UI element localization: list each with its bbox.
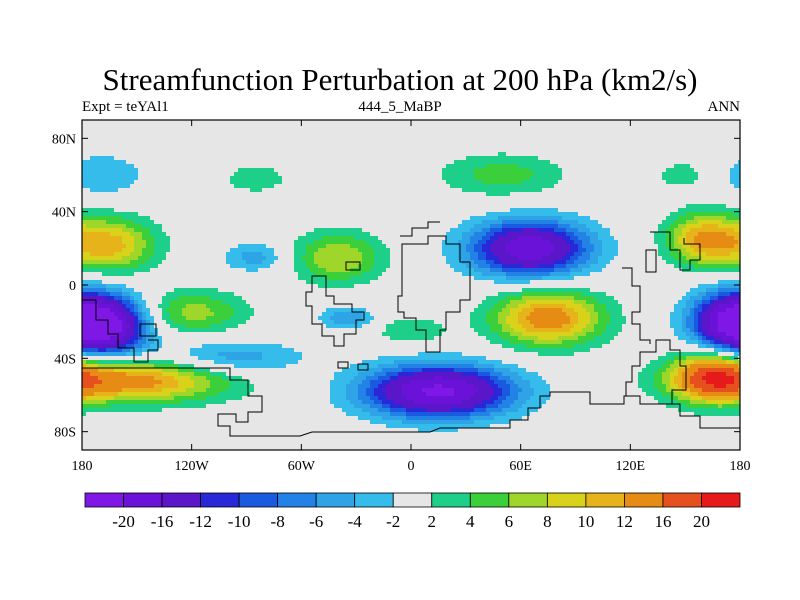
colorbar-swatch xyxy=(508,492,548,508)
case-label: 444_5_MaBP xyxy=(358,99,442,115)
colorbar-label: -6 xyxy=(309,512,323,531)
colorbar-swatch xyxy=(161,492,201,508)
colorbar-label: -10 xyxy=(228,512,251,531)
colorbar-label: 12 xyxy=(616,512,633,531)
colorbar: -20 -16 -12 -10 -8 -6 -4 -2 2 4 6 8 10 12 16 20 xyxy=(84,492,741,531)
streamfunction-field xyxy=(82,120,741,451)
colorbar-swatch xyxy=(84,492,124,508)
x-tick-label: 120E xyxy=(616,459,646,474)
colorbar-label: -16 xyxy=(151,512,174,531)
x-tick-label: 60W xyxy=(288,459,316,474)
colorbar-swatch xyxy=(585,492,625,508)
colorbar-label: -8 xyxy=(271,512,285,531)
y-tick-label: 80S xyxy=(54,426,76,441)
colorbar-label: -20 xyxy=(112,512,135,531)
colorbar-swatch xyxy=(701,492,741,508)
colorbar-label: -2 xyxy=(386,512,400,531)
colorbar-swatch xyxy=(200,492,240,508)
longitude-axis: 180 120W 60W 0 60E 120E 180 xyxy=(72,120,751,474)
season-label: ANN xyxy=(707,99,741,115)
colorbar-label: 10 xyxy=(577,512,594,531)
x-tick-label: 180 xyxy=(72,459,93,474)
colorbar-label: 16 xyxy=(654,512,671,531)
colorbar-label: 8 xyxy=(543,512,552,531)
experiment-label: Expt = teYAl1 xyxy=(82,99,169,115)
colorbar-swatch xyxy=(392,492,433,508)
colorbar-label: 20 xyxy=(693,512,710,531)
colorbar-swatch xyxy=(123,492,163,508)
x-tick-label: 180 xyxy=(730,459,751,474)
latitude-axis: 80N 40N 0 40S 80S xyxy=(52,132,740,441)
colorbar-label: 4 xyxy=(466,512,475,531)
coastlines xyxy=(82,221,740,437)
colorbar-swatch xyxy=(277,492,317,508)
x-tick-label: 0 xyxy=(408,459,415,474)
colorbar-swatch xyxy=(431,492,471,508)
map-title: Streamfunction Perturbation at 200 hPa (… xyxy=(102,62,698,97)
y-tick-label: 40N xyxy=(52,206,76,221)
x-tick-label: 120W xyxy=(175,459,210,474)
colorbar-swatch xyxy=(354,492,394,508)
x-tick-label: 60E xyxy=(509,459,532,474)
y-tick-label: 0 xyxy=(69,279,76,294)
colorbar-label: -4 xyxy=(348,512,363,531)
colorbar-swatch xyxy=(315,492,356,508)
colorbar-swatch xyxy=(662,492,702,508)
y-tick-label: 40S xyxy=(54,352,76,367)
colorbar-label: -12 xyxy=(189,512,212,531)
colorbar-swatch xyxy=(624,492,664,508)
y-tick-label: 80N xyxy=(52,132,76,147)
colorbar-swatch xyxy=(546,492,587,508)
colorbar-label: 6 xyxy=(505,512,514,531)
colorbar-label: 2 xyxy=(428,512,437,531)
colorbar-swatch xyxy=(469,492,510,508)
colorbar-swatch xyxy=(238,492,279,508)
